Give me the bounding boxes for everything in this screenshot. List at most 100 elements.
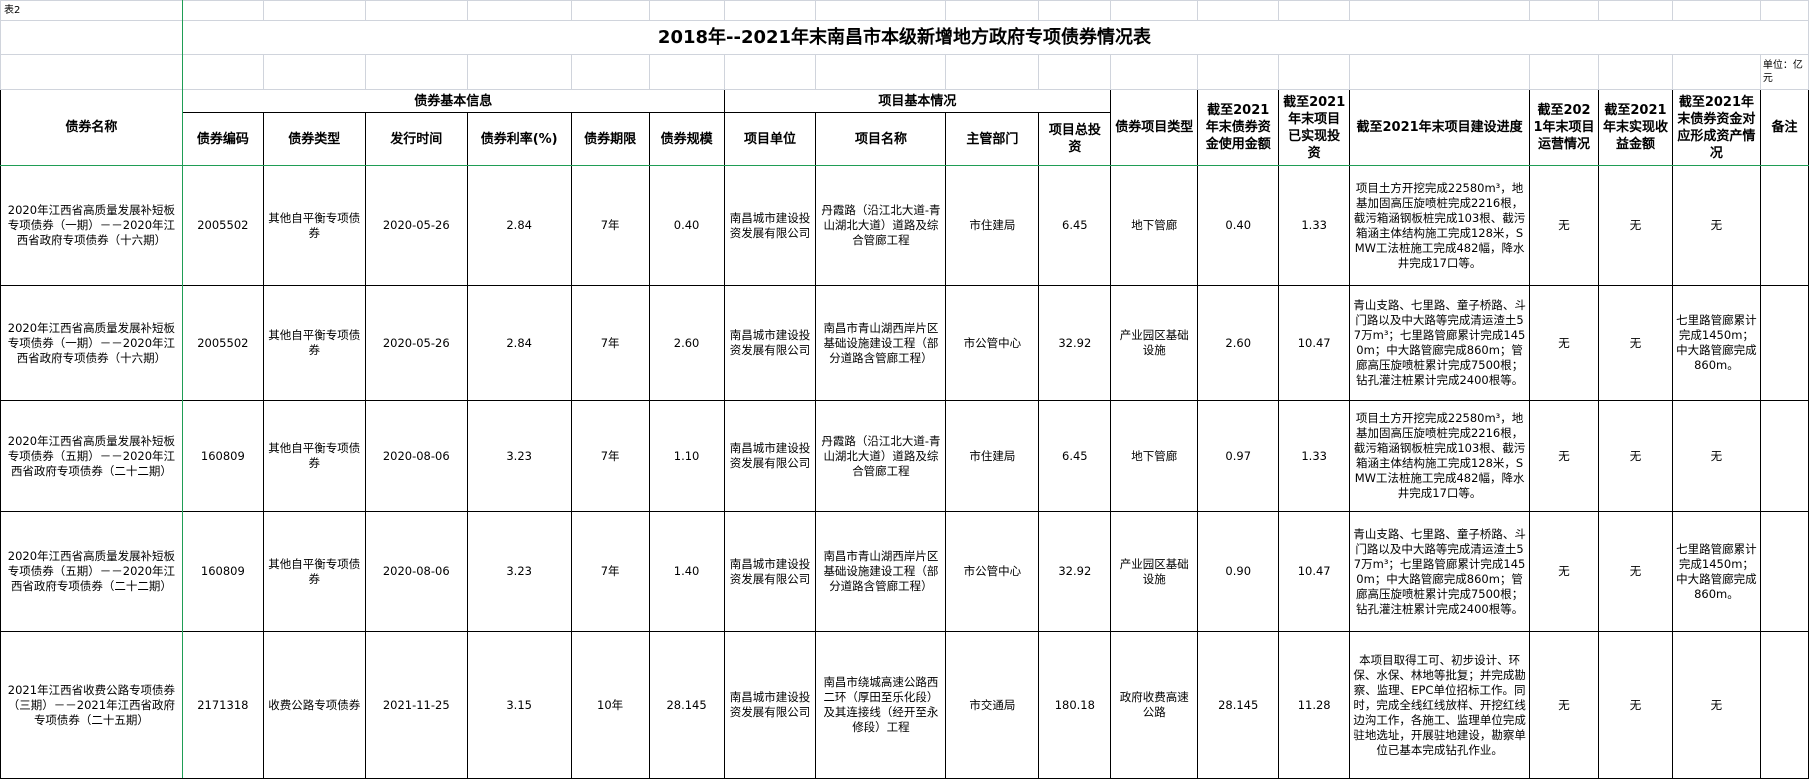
cell-13[interactable]: 10.47 bbox=[1278, 285, 1351, 401]
cell-0[interactable]: 2020年江西省高质量发展补短板专项债券（五期）－－2020年江西省政府专项债券… bbox=[0, 400, 183, 512]
cell-13[interactable]: 1.33 bbox=[1278, 165, 1351, 286]
cell-11[interactable]: 地下管廊 bbox=[1110, 400, 1199, 512]
cell-8[interactable]: 南昌市青山湖西岸片区基础设施建设工程（部分道路含管廊工程） bbox=[815, 511, 947, 632]
cell-6[interactable]: 1.10 bbox=[648, 400, 725, 512]
empty-cell[interactable] bbox=[466, 54, 572, 90]
cell-13[interactable]: 11.28 bbox=[1278, 631, 1351, 779]
cell-11[interactable]: 地下管廊 bbox=[1110, 165, 1199, 286]
header-col-11[interactable]: 债券项目类型 bbox=[1110, 89, 1199, 166]
cell-15[interactable]: 无 bbox=[1529, 165, 1599, 286]
cell-18[interactable] bbox=[1759, 400, 1809, 512]
header-col-14[interactable]: 截至2021年末项目建设进度 bbox=[1349, 89, 1531, 166]
cell-9[interactable]: 市公管中心 bbox=[945, 285, 1040, 401]
cell-7[interactable]: 南昌城市建设投资发展有限公司 bbox=[723, 511, 817, 632]
cell-17[interactable]: 无 bbox=[1671, 631, 1761, 779]
empty-cell[interactable] bbox=[815, 0, 947, 21]
cell-15[interactable]: 无 bbox=[1529, 511, 1599, 632]
empty-cell[interactable] bbox=[262, 0, 366, 21]
cell-0[interactable]: 2021年江西省收费公路专项债券（三期）－－2021年江西省政府专项债券（二十五… bbox=[0, 631, 183, 779]
header-col-9[interactable]: 主管部门 bbox=[945, 112, 1040, 166]
cell-9[interactable]: 市住建局 bbox=[945, 165, 1040, 286]
empty-cell[interactable] bbox=[1349, 0, 1531, 21]
cell-9[interactable]: 市住建局 bbox=[945, 400, 1040, 512]
cell-9[interactable]: 市公管中心 bbox=[945, 511, 1040, 632]
cell-6[interactable]: 2.60 bbox=[648, 285, 725, 401]
empty-cell[interactable] bbox=[723, 0, 817, 21]
header-col-16[interactable]: 截至2021年末实现收益金额 bbox=[1597, 89, 1673, 166]
cell-6[interactable]: 28.145 bbox=[648, 631, 725, 779]
cell-16[interactable]: 无 bbox=[1597, 165, 1673, 286]
cell-4[interactable]: 2.84 bbox=[466, 165, 572, 286]
header-col-1[interactable]: 债券编码 bbox=[181, 112, 264, 166]
empty-cell[interactable] bbox=[1671, 54, 1761, 90]
header-col-2[interactable]: 债券类型 bbox=[262, 112, 366, 166]
empty-cell[interactable] bbox=[1349, 54, 1531, 90]
header-col-6[interactable]: 债券规模 bbox=[648, 112, 725, 166]
cell-5[interactable]: 7年 bbox=[570, 400, 650, 512]
cell-10[interactable]: 6.45 bbox=[1038, 400, 1112, 512]
cell-8[interactable]: 南昌市绕城高速公路西二环（厚田至乐化段）及其连接线（经开至永修段）工程 bbox=[815, 631, 947, 779]
cell-10[interactable]: 32.92 bbox=[1038, 511, 1112, 632]
cell-2[interactable]: 其他自平衡专项债券 bbox=[262, 511, 366, 632]
cell-12[interactable]: 0.90 bbox=[1197, 511, 1280, 632]
cell-6[interactable]: 0.40 bbox=[648, 165, 725, 286]
cell-15[interactable]: 无 bbox=[1529, 285, 1599, 401]
cell-2[interactable]: 其他自平衡专项债券 bbox=[262, 285, 366, 401]
cell-18[interactable] bbox=[1759, 631, 1809, 779]
unit-note[interactable]: 单位：亿元 bbox=[1759, 54, 1809, 90]
cell-7[interactable]: 南昌城市建设投资发展有限公司 bbox=[723, 400, 817, 512]
cell-17[interactable]: 七里路管廊累计完成1450m；中大路管廊完成860m。 bbox=[1671, 285, 1761, 401]
header-col-5[interactable]: 债券期限 bbox=[570, 112, 650, 166]
header-col-12[interactable]: 截至2021年末债券资金使用金额 bbox=[1197, 89, 1280, 166]
empty-cell[interactable] bbox=[181, 0, 264, 21]
cell-18[interactable] bbox=[1759, 511, 1809, 632]
empty-cell[interactable] bbox=[945, 0, 1040, 21]
cell-12[interactable]: 0.40 bbox=[1197, 165, 1280, 286]
cell-1[interactable]: 160809 bbox=[181, 511, 264, 632]
empty-cell[interactable] bbox=[181, 54, 264, 90]
cell-16[interactable]: 无 bbox=[1597, 631, 1673, 779]
empty-cell[interactable] bbox=[1278, 0, 1351, 21]
sheet-label[interactable]: 表2 bbox=[0, 0, 183, 21]
cell-17[interactable]: 无 bbox=[1671, 400, 1761, 512]
cell-3[interactable]: 2021-11-25 bbox=[364, 631, 468, 779]
empty-cell[interactable] bbox=[466, 0, 572, 21]
empty-cell[interactable] bbox=[1038, 0, 1112, 21]
group-project-info[interactable]: 项目基本情况 bbox=[723, 89, 1112, 113]
cell-15[interactable]: 无 bbox=[1529, 631, 1599, 779]
empty-cell[interactable] bbox=[1597, 0, 1673, 21]
cell-13[interactable]: 10.47 bbox=[1278, 511, 1351, 632]
cell-18[interactable] bbox=[1759, 165, 1809, 286]
header-col-7[interactable]: 项目单位 bbox=[723, 112, 817, 166]
group-bond-info[interactable]: 债券基本信息 bbox=[181, 89, 725, 113]
empty-cell[interactable] bbox=[1110, 0, 1199, 21]
header-col-17[interactable]: 截至2021年末债券资金对应形成资产情况 bbox=[1671, 89, 1761, 166]
cell-7[interactable]: 南昌城市建设投资发展有限公司 bbox=[723, 631, 817, 779]
cell-15[interactable]: 无 bbox=[1529, 400, 1599, 512]
header-bond-name[interactable]: 债券名称 bbox=[0, 89, 183, 166]
header-col-13[interactable]: 截至2021年末项目已实现投资 bbox=[1278, 89, 1351, 166]
cell-3[interactable]: 2020-05-26 bbox=[364, 285, 468, 401]
header-col-15[interactable]: 截至2021年末项目运营情况 bbox=[1529, 89, 1599, 166]
cell-6[interactable]: 1.40 bbox=[648, 511, 725, 632]
empty-cell[interactable] bbox=[723, 54, 817, 90]
empty-cell[interactable] bbox=[364, 0, 468, 21]
page-title[interactable]: 2018年--2021年末南昌市本级新增地方政府专项债券情况表 bbox=[0, 20, 1809, 55]
cell-1[interactable]: 2005502 bbox=[181, 165, 264, 286]
cell-16[interactable]: 无 bbox=[1597, 400, 1673, 512]
empty-cell[interactable] bbox=[815, 54, 947, 90]
cell-4[interactable]: 3.15 bbox=[466, 631, 572, 779]
cell-5[interactable]: 7年 bbox=[570, 285, 650, 401]
cell-2[interactable]: 收费公路专项债券 bbox=[262, 631, 366, 779]
empty-cell[interactable] bbox=[262, 54, 366, 90]
cell-0[interactable]: 2020年江西省高质量发展补短板专项债券（一期）－－2020年江西省政府专项债券… bbox=[0, 285, 183, 401]
cell-11[interactable]: 政府收费高速公路 bbox=[1110, 631, 1199, 779]
header-col-4[interactable]: 债券利率(%) bbox=[466, 112, 572, 166]
cell-4[interactable]: 3.23 bbox=[466, 511, 572, 632]
cell-12[interactable]: 28.145 bbox=[1197, 631, 1280, 779]
empty-cell[interactable] bbox=[1671, 0, 1761, 21]
cell-14[interactable]: 项目土方开挖完成22580m³，地基加固高压旋喷桩完成2216根，截污箱涵钢板桩… bbox=[1349, 400, 1531, 512]
cell-5[interactable]: 7年 bbox=[570, 165, 650, 286]
empty-cell[interactable] bbox=[1529, 0, 1599, 21]
cell-1[interactable]: 2005502 bbox=[181, 285, 264, 401]
